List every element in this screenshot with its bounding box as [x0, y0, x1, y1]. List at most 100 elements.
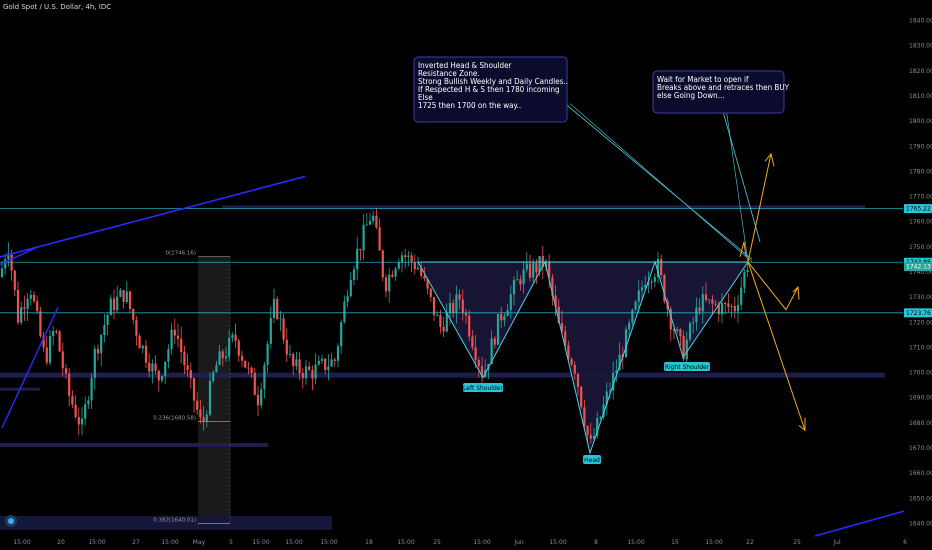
- time-tick: 15:00: [705, 539, 722, 546]
- candle-body: [52, 331, 55, 336]
- trendline-stub: [0, 246, 39, 266]
- candle-body: [61, 351, 64, 369]
- price-tick: 1650.00: [909, 495, 932, 502]
- fib-label: 0.382(1640.01): [153, 517, 196, 523]
- annotation-hs-line: If Respected H & S then 1780 incoming: [418, 85, 560, 94]
- candle-body: [653, 277, 656, 282]
- resistance-zone: [222, 205, 865, 209]
- candle-body: [288, 354, 292, 356]
- candle-body: [381, 250, 384, 278]
- candle-body: [644, 285, 647, 288]
- time-tick: 15:00: [549, 539, 566, 546]
- candle-body: [564, 331, 567, 346]
- candle-body: [368, 220, 372, 225]
- candle-body: [29, 294, 32, 299]
- candle-body: [557, 306, 560, 323]
- candle-body: [196, 400, 199, 410]
- candle-body: [397, 262, 400, 269]
- candle-body: [458, 294, 461, 300]
- candle-body: [724, 303, 727, 305]
- candle-body: [183, 352, 186, 366]
- price-tag: 1723.76: [904, 308, 932, 318]
- candle-body: [151, 363, 154, 372]
- time-tick: 15:00: [161, 539, 178, 546]
- candle-body: [256, 394, 260, 406]
- chart-title: Gold Spot / U.S. Dollar, 4h, IDC: [3, 3, 112, 11]
- candle-body: [189, 370, 192, 379]
- candle-body: [218, 351, 221, 365]
- candle-body: [93, 348, 96, 378]
- price-tag-text: 1765.22: [906, 206, 931, 213]
- candle-body: [311, 370, 314, 379]
- candle-body: [244, 360, 247, 368]
- price-tick: 1740.00: [909, 269, 932, 276]
- retest-arrow-head: [792, 285, 800, 300]
- annotation-wait-line: else Going Down...: [657, 91, 725, 100]
- candle-body: [400, 255, 404, 263]
- candle-body: [656, 258, 660, 278]
- candle-body: [605, 391, 608, 405]
- candle-body: [192, 378, 196, 401]
- candle-body: [407, 255, 410, 258]
- candle-body: [301, 372, 304, 379]
- candle-body: [391, 274, 394, 277]
- candle-body: [263, 364, 266, 390]
- candle-body: [359, 248, 362, 251]
- candle-body: [714, 303, 717, 305]
- candle-body: [583, 407, 586, 427]
- time-tick: 15:00: [473, 539, 490, 546]
- candle-body: [618, 354, 621, 371]
- candle-body: [634, 301, 637, 310]
- fib-label: 0.236(1680.58): [153, 415, 196, 421]
- candle-body: [7, 253, 10, 260]
- candle-body: [180, 338, 183, 353]
- candle-body: [413, 262, 416, 270]
- candle-body: [317, 360, 320, 365]
- candle-body: [464, 313, 468, 316]
- candle-body: [160, 376, 164, 381]
- candle-body: [141, 345, 144, 349]
- candle-body: [186, 365, 189, 371]
- candle-body: [570, 359, 573, 365]
- candle-body: [663, 275, 666, 302]
- candle-body: [500, 314, 503, 321]
- time-tick: 25: [433, 539, 441, 546]
- price-tag-text: 1742.13: [906, 264, 931, 271]
- candle-body: [122, 290, 125, 302]
- candle-body: [615, 370, 618, 373]
- candle-body: [592, 435, 596, 439]
- price-tag-bg: [904, 308, 932, 318]
- time-tick: 15:00: [252, 539, 269, 546]
- price-tick: 1730.00: [909, 294, 932, 301]
- candle-body: [32, 294, 36, 302]
- candle-body: [746, 269, 749, 273]
- candle-body: [48, 335, 52, 363]
- candle-body: [589, 434, 592, 439]
- callout-pointer-2: [719, 100, 761, 242]
- annotation-hs-line: Else: [418, 93, 433, 102]
- time-tick: 27: [132, 539, 140, 546]
- candle-body: [23, 307, 26, 309]
- candle-body: [736, 304, 740, 312]
- label-right-shoulder-bg: [664, 362, 710, 371]
- candle-body: [336, 346, 340, 361]
- candle-body: [119, 290, 122, 297]
- label-left-shoulder: Left Shoulder: [463, 383, 503, 392]
- candle-body: [426, 278, 429, 289]
- candle-body: [132, 308, 135, 320]
- candle-body: [567, 345, 570, 360]
- candle-body: [455, 294, 458, 313]
- candle-body: [647, 281, 650, 286]
- time-tick: 15:00: [320, 539, 337, 546]
- candle-body: [528, 263, 532, 278]
- candle-body: [228, 337, 231, 357]
- candle-body: [138, 335, 141, 349]
- price-tag-bg: [904, 262, 932, 272]
- candle-body: [176, 335, 180, 339]
- lower-zone: [0, 442, 268, 447]
- candle-body: [276, 298, 279, 319]
- candle-body: [669, 309, 672, 330]
